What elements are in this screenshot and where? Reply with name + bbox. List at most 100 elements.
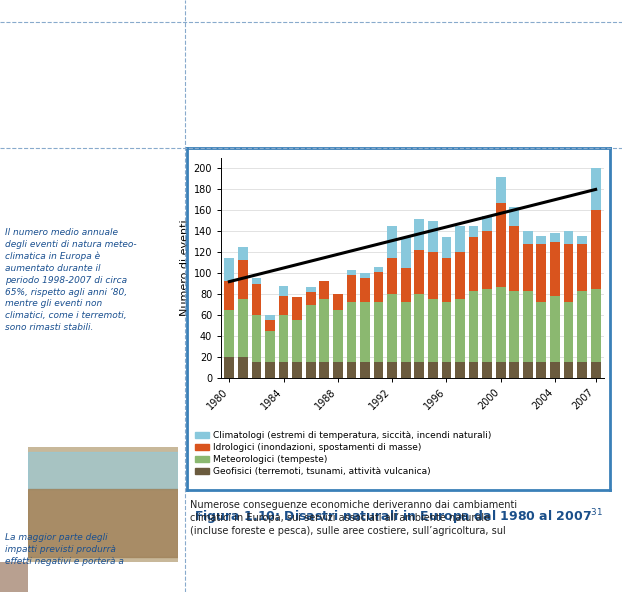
Bar xyxy=(455,252,465,300)
Bar xyxy=(401,301,411,362)
Bar xyxy=(442,362,452,378)
Bar xyxy=(496,362,506,378)
Bar xyxy=(333,310,343,362)
Bar xyxy=(509,226,519,291)
Bar xyxy=(401,268,411,301)
Bar xyxy=(238,247,248,260)
Bar xyxy=(442,258,452,301)
Bar xyxy=(238,260,248,300)
Bar xyxy=(306,305,315,362)
Text: La maggior parte degli
impatti previsti produrrà
effetti negativi e porterà a: La maggior parte degli impatti previsti … xyxy=(5,533,124,565)
Bar xyxy=(28,452,178,489)
Bar xyxy=(414,294,424,362)
Bar xyxy=(374,272,384,301)
Bar xyxy=(225,357,234,378)
Bar xyxy=(401,237,411,268)
Bar xyxy=(346,270,356,275)
Bar xyxy=(550,362,560,378)
Bar xyxy=(360,278,370,301)
Bar xyxy=(523,231,532,244)
Text: Il numero medio annuale
degli eventi di natura meteo-
climatica in Europa è
aume: Il numero medio annuale degli eventi di … xyxy=(5,228,137,332)
Legend: Climatologi (estremi di temperatura, siccità, incendi naturali), Idrologici (ino: Climatologi (estremi di temperatura, sic… xyxy=(195,431,491,477)
Bar xyxy=(577,291,587,362)
Bar xyxy=(537,301,546,362)
Bar xyxy=(251,362,261,378)
Bar xyxy=(374,301,384,362)
Bar xyxy=(292,320,302,362)
Bar xyxy=(523,244,532,291)
Bar xyxy=(550,296,560,362)
Bar xyxy=(279,296,289,315)
Bar xyxy=(442,301,452,362)
Bar xyxy=(346,362,356,378)
Bar xyxy=(292,297,302,320)
Bar xyxy=(320,300,329,362)
Bar xyxy=(360,362,370,378)
Bar xyxy=(577,362,587,378)
Bar xyxy=(564,244,573,301)
Bar xyxy=(346,301,356,362)
Text: Numerose conseguenze economiche deriveranno dai cambiamenti
climatici in Europa,: Numerose conseguenze economiche derivera… xyxy=(190,500,517,536)
Bar xyxy=(496,177,506,203)
Bar xyxy=(468,362,478,378)
Bar xyxy=(265,331,275,362)
Bar xyxy=(537,362,546,378)
Bar xyxy=(468,237,478,291)
Bar xyxy=(265,315,275,320)
Bar xyxy=(577,244,587,291)
Bar xyxy=(265,362,275,378)
Bar xyxy=(591,210,600,289)
Bar xyxy=(577,236,587,244)
Bar xyxy=(509,362,519,378)
Y-axis label: Numero di eventi: Numero di eventi xyxy=(180,220,190,316)
Bar xyxy=(320,362,329,378)
Bar xyxy=(468,291,478,362)
Bar xyxy=(496,287,506,362)
Bar xyxy=(251,278,261,284)
Bar xyxy=(360,274,370,278)
Bar xyxy=(225,281,234,310)
Bar xyxy=(591,362,600,378)
Bar xyxy=(265,320,275,331)
Bar xyxy=(414,250,424,294)
Bar xyxy=(28,489,178,556)
Bar xyxy=(428,362,438,378)
Bar xyxy=(482,215,492,231)
Bar xyxy=(346,275,356,301)
Bar xyxy=(442,237,452,258)
Bar xyxy=(482,231,492,289)
Bar xyxy=(388,294,397,362)
Bar xyxy=(225,258,234,281)
Bar xyxy=(388,258,397,294)
Bar xyxy=(482,289,492,362)
Bar xyxy=(374,267,384,272)
Bar xyxy=(238,357,248,378)
Bar xyxy=(306,292,315,305)
Bar xyxy=(523,362,532,378)
Bar xyxy=(333,294,343,310)
Bar xyxy=(496,203,506,287)
Bar xyxy=(482,362,492,378)
Bar xyxy=(550,242,560,296)
Bar xyxy=(537,236,546,244)
Bar xyxy=(455,300,465,362)
Bar xyxy=(468,226,478,237)
Bar xyxy=(238,300,248,357)
Bar xyxy=(509,207,519,226)
Bar xyxy=(455,362,465,378)
Bar xyxy=(279,362,289,378)
Bar xyxy=(509,291,519,362)
Bar xyxy=(360,301,370,362)
Bar xyxy=(333,362,343,378)
Bar xyxy=(455,226,465,252)
Bar xyxy=(591,289,600,362)
Bar xyxy=(388,362,397,378)
Bar xyxy=(428,300,438,362)
Bar xyxy=(414,362,424,378)
Bar xyxy=(225,310,234,357)
Bar xyxy=(564,362,573,378)
Bar xyxy=(564,301,573,362)
Bar xyxy=(401,362,411,378)
Bar xyxy=(251,315,261,362)
Bar xyxy=(564,231,573,244)
